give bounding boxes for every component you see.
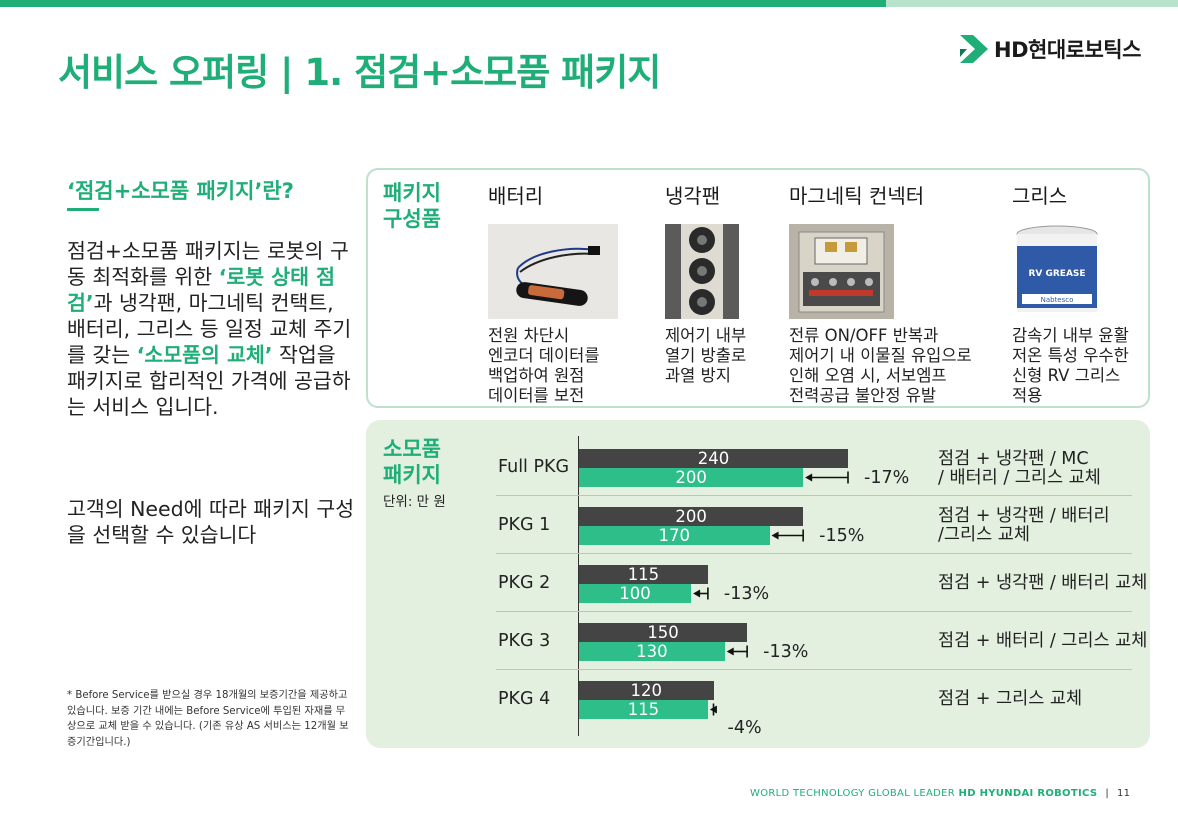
cooling-fan-image <box>665 224 739 319</box>
package-label: Full PKG <box>498 457 570 477</box>
bar-after: 200 <box>579 468 804 487</box>
intro-highlight-replacement: ‘소모품의 교체’ <box>136 343 273 367</box>
desc-line: 제어기 내 이물질 유입으로 <box>789 346 972 365</box>
package-description: 점검 + 냉각팬 / MC <box>938 449 1089 469</box>
bar-before: 115 <box>579 565 708 584</box>
discount-rate: -15% <box>819 525 865 546</box>
intro-text-1: 점검+소모품 패키지는 로봇의 구동 최적화를 위한 <box>67 239 349 289</box>
row-separator <box>496 611 1132 612</box>
footer-divider: | <box>1105 788 1109 799</box>
component-desc: 전원 차단시 엔코더 데이터를 백업하여 원점 데이터를 보전 <box>488 326 600 406</box>
logo-text: HD현대로보틱스 <box>994 38 1141 62</box>
footnote: * Before Service를 받으실 경우 18개월의 보증기간을 제공하… <box>67 690 349 748</box>
top-accent-bar <box>0 0 886 7</box>
intro-highlight-inspection: ‘로봇 상태 점검’ <box>67 265 335 315</box>
desc-line: 저온 특성 우수한 <box>1012 346 1129 365</box>
intro-underline <box>67 208 99 211</box>
component-name: 그리스 <box>1012 184 1068 208</box>
grease-can-image: RV GREASE Nabtesco <box>1016 225 1098 312</box>
company-logo: HD현대로보틱스 <box>960 34 1141 64</box>
desc-line: 인해 오염 시, 서보엠프 <box>789 366 947 385</box>
row-separator <box>496 553 1132 554</box>
desc-line: 전류 ON/OFF 반복과 <box>789 326 939 345</box>
desc-line: 백업하여 원점 <box>488 366 585 385</box>
intro-note: 고객의 Need에 따라 패키지 구성을 선택할 수 있습니다 <box>67 497 355 547</box>
desc-line: 감속기 내부 윤활 <box>1012 326 1129 345</box>
desc-line: 과열 방지 <box>665 366 731 385</box>
intro-heading: ‘점검+소모품 패키지’란? <box>67 179 294 203</box>
component-name: 배터리 <box>488 184 544 208</box>
chart-axis <box>578 436 579 736</box>
intro-description: 점검+소모품 패키지는 로봇의 구동 최적화를 위한 ‘로봇 상태 점검’과 냉… <box>67 238 357 420</box>
packages-label-line-2: 패키지 <box>383 463 441 487</box>
desc-line: 제어기 내부 <box>665 326 747 345</box>
package-label: PKG 2 <box>498 573 551 593</box>
desc-line: 적용 <box>1012 386 1043 405</box>
desc-line: 신형 RV 그리스 <box>1012 366 1121 385</box>
package-description: 점검 + 그리스 교체 <box>938 689 1083 709</box>
desc-line: 엔코더 데이터를 <box>488 346 600 365</box>
package-label: PKG 4 <box>498 689 551 709</box>
intro-text-3: 작업을 패키지로 합리적인 가격에 공급하는 서비스 입니다. <box>67 343 351 419</box>
discount-rate: -13% <box>723 583 770 604</box>
unit-label: 단위: 만 원 <box>383 494 446 510</box>
magnetic-connector-image <box>789 224 894 319</box>
desc-line: 전력공급 불안정 유발 <box>789 386 937 405</box>
discount-rate: -13% <box>763 641 809 662</box>
component-desc: 전류 ON/OFF 반복과 제어기 내 이물질 유입으로 인해 오염 시, 서보… <box>789 326 972 406</box>
components-label-line-2: 구성품 <box>383 207 441 231</box>
bar-after: 115 <box>579 700 708 719</box>
bar-after: 170 <box>579 526 770 545</box>
page-number: 11 <box>1117 788 1131 799</box>
component-desc: 감속기 내부 윤활 저온 특성 우수한 신형 RV 그리스 적용 <box>1012 326 1129 406</box>
components-label: 패키지 구성품 <box>383 180 441 232</box>
package-description: /그리스 교체 <box>938 525 1030 545</box>
row-separator <box>496 669 1132 670</box>
bar-before: 120 <box>579 681 714 700</box>
footer-tagline: WORLD TECHNOLOGY GLOBAL LEADER <box>750 788 956 799</box>
desc-line: 열기 방출로 <box>665 346 747 365</box>
package-description: 점검 + 냉각팬 / 배터리 교체 <box>938 573 1148 593</box>
bar-before: 200 <box>579 507 804 526</box>
desc-line: 전원 차단시 <box>488 326 570 345</box>
bar-after: 100 <box>579 584 692 603</box>
package-description: / 배터리 / 그리스 교체 <box>938 468 1101 488</box>
package-label: PKG 3 <box>498 631 551 651</box>
discount-rate: -17% <box>864 467 910 488</box>
can-brand: Nabtesco <box>1041 296 1074 304</box>
page-title: 서비스 오퍼링 | 1. 점검+소모품 패키지 <box>58 51 661 94</box>
desc-line: 데이터를 보전 <box>488 386 585 405</box>
component-name: 냉각팬 <box>665 184 721 208</box>
discount-rate: -4% <box>727 717 762 738</box>
bar-before: 150 <box>579 623 748 642</box>
package-description: 점검 + 배터리 / 그리스 교체 <box>938 631 1148 651</box>
row-separator <box>496 495 1132 496</box>
top-accent-bar-light <box>886 0 1178 7</box>
packages-label-line-1: 소모품 <box>383 437 441 461</box>
bar-before: 240 <box>579 449 848 468</box>
component-name: 마그네틱 컨넥터 <box>789 184 925 208</box>
battery-image <box>488 224 618 319</box>
footer-brand: HD HYUNDAI ROBOTICS <box>958 788 1098 799</box>
package-description: 점검 + 냉각팬 / 배터리 <box>938 506 1110 526</box>
bar-after: 130 <box>579 642 725 661</box>
packages-label: 소모품 패키지 <box>383 436 441 488</box>
intro-text-2: 과 냉각팬, 마그네틱 컨택트, 배터리, 그리스 등 일정 교체 주기를 갖는 <box>67 291 352 367</box>
footer: WORLD TECHNOLOGY GLOBAL LEADER HD HYUNDA… <box>750 788 1130 799</box>
components-panel <box>366 168 1150 408</box>
can-label: RV GREASE <box>1028 269 1085 279</box>
logo-chevron-icon <box>960 35 988 63</box>
component-desc: 제어기 내부 열기 방출로 과열 방지 <box>665 326 746 386</box>
package-label: PKG 1 <box>498 515 551 535</box>
components-label-line-1: 패키지 <box>383 181 441 205</box>
